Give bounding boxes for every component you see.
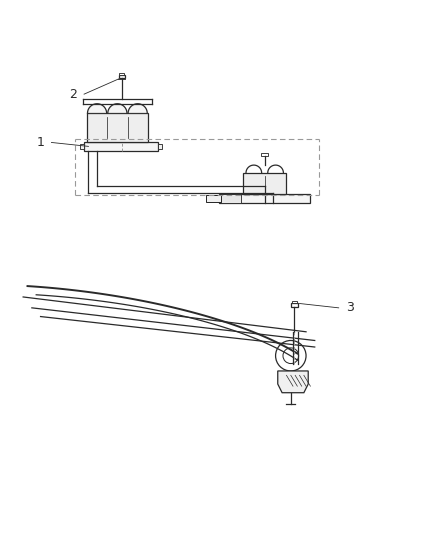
Bar bbox=[87, 114, 148, 142]
Polygon shape bbox=[80, 144, 84, 149]
Polygon shape bbox=[221, 194, 241, 204]
Polygon shape bbox=[206, 195, 221, 202]
Text: 3: 3 bbox=[346, 301, 353, 314]
Bar bbox=[261, 153, 268, 156]
FancyBboxPatch shape bbox=[84, 142, 158, 151]
Bar bbox=[291, 303, 298, 308]
Bar bbox=[292, 301, 297, 303]
Polygon shape bbox=[278, 371, 308, 393]
FancyBboxPatch shape bbox=[219, 194, 311, 204]
Text: 2: 2 bbox=[69, 87, 77, 101]
Polygon shape bbox=[158, 144, 162, 149]
Bar bbox=[119, 73, 124, 75]
Bar bbox=[243, 173, 286, 194]
Bar bbox=[119, 75, 124, 78]
Text: 1: 1 bbox=[37, 136, 45, 149]
